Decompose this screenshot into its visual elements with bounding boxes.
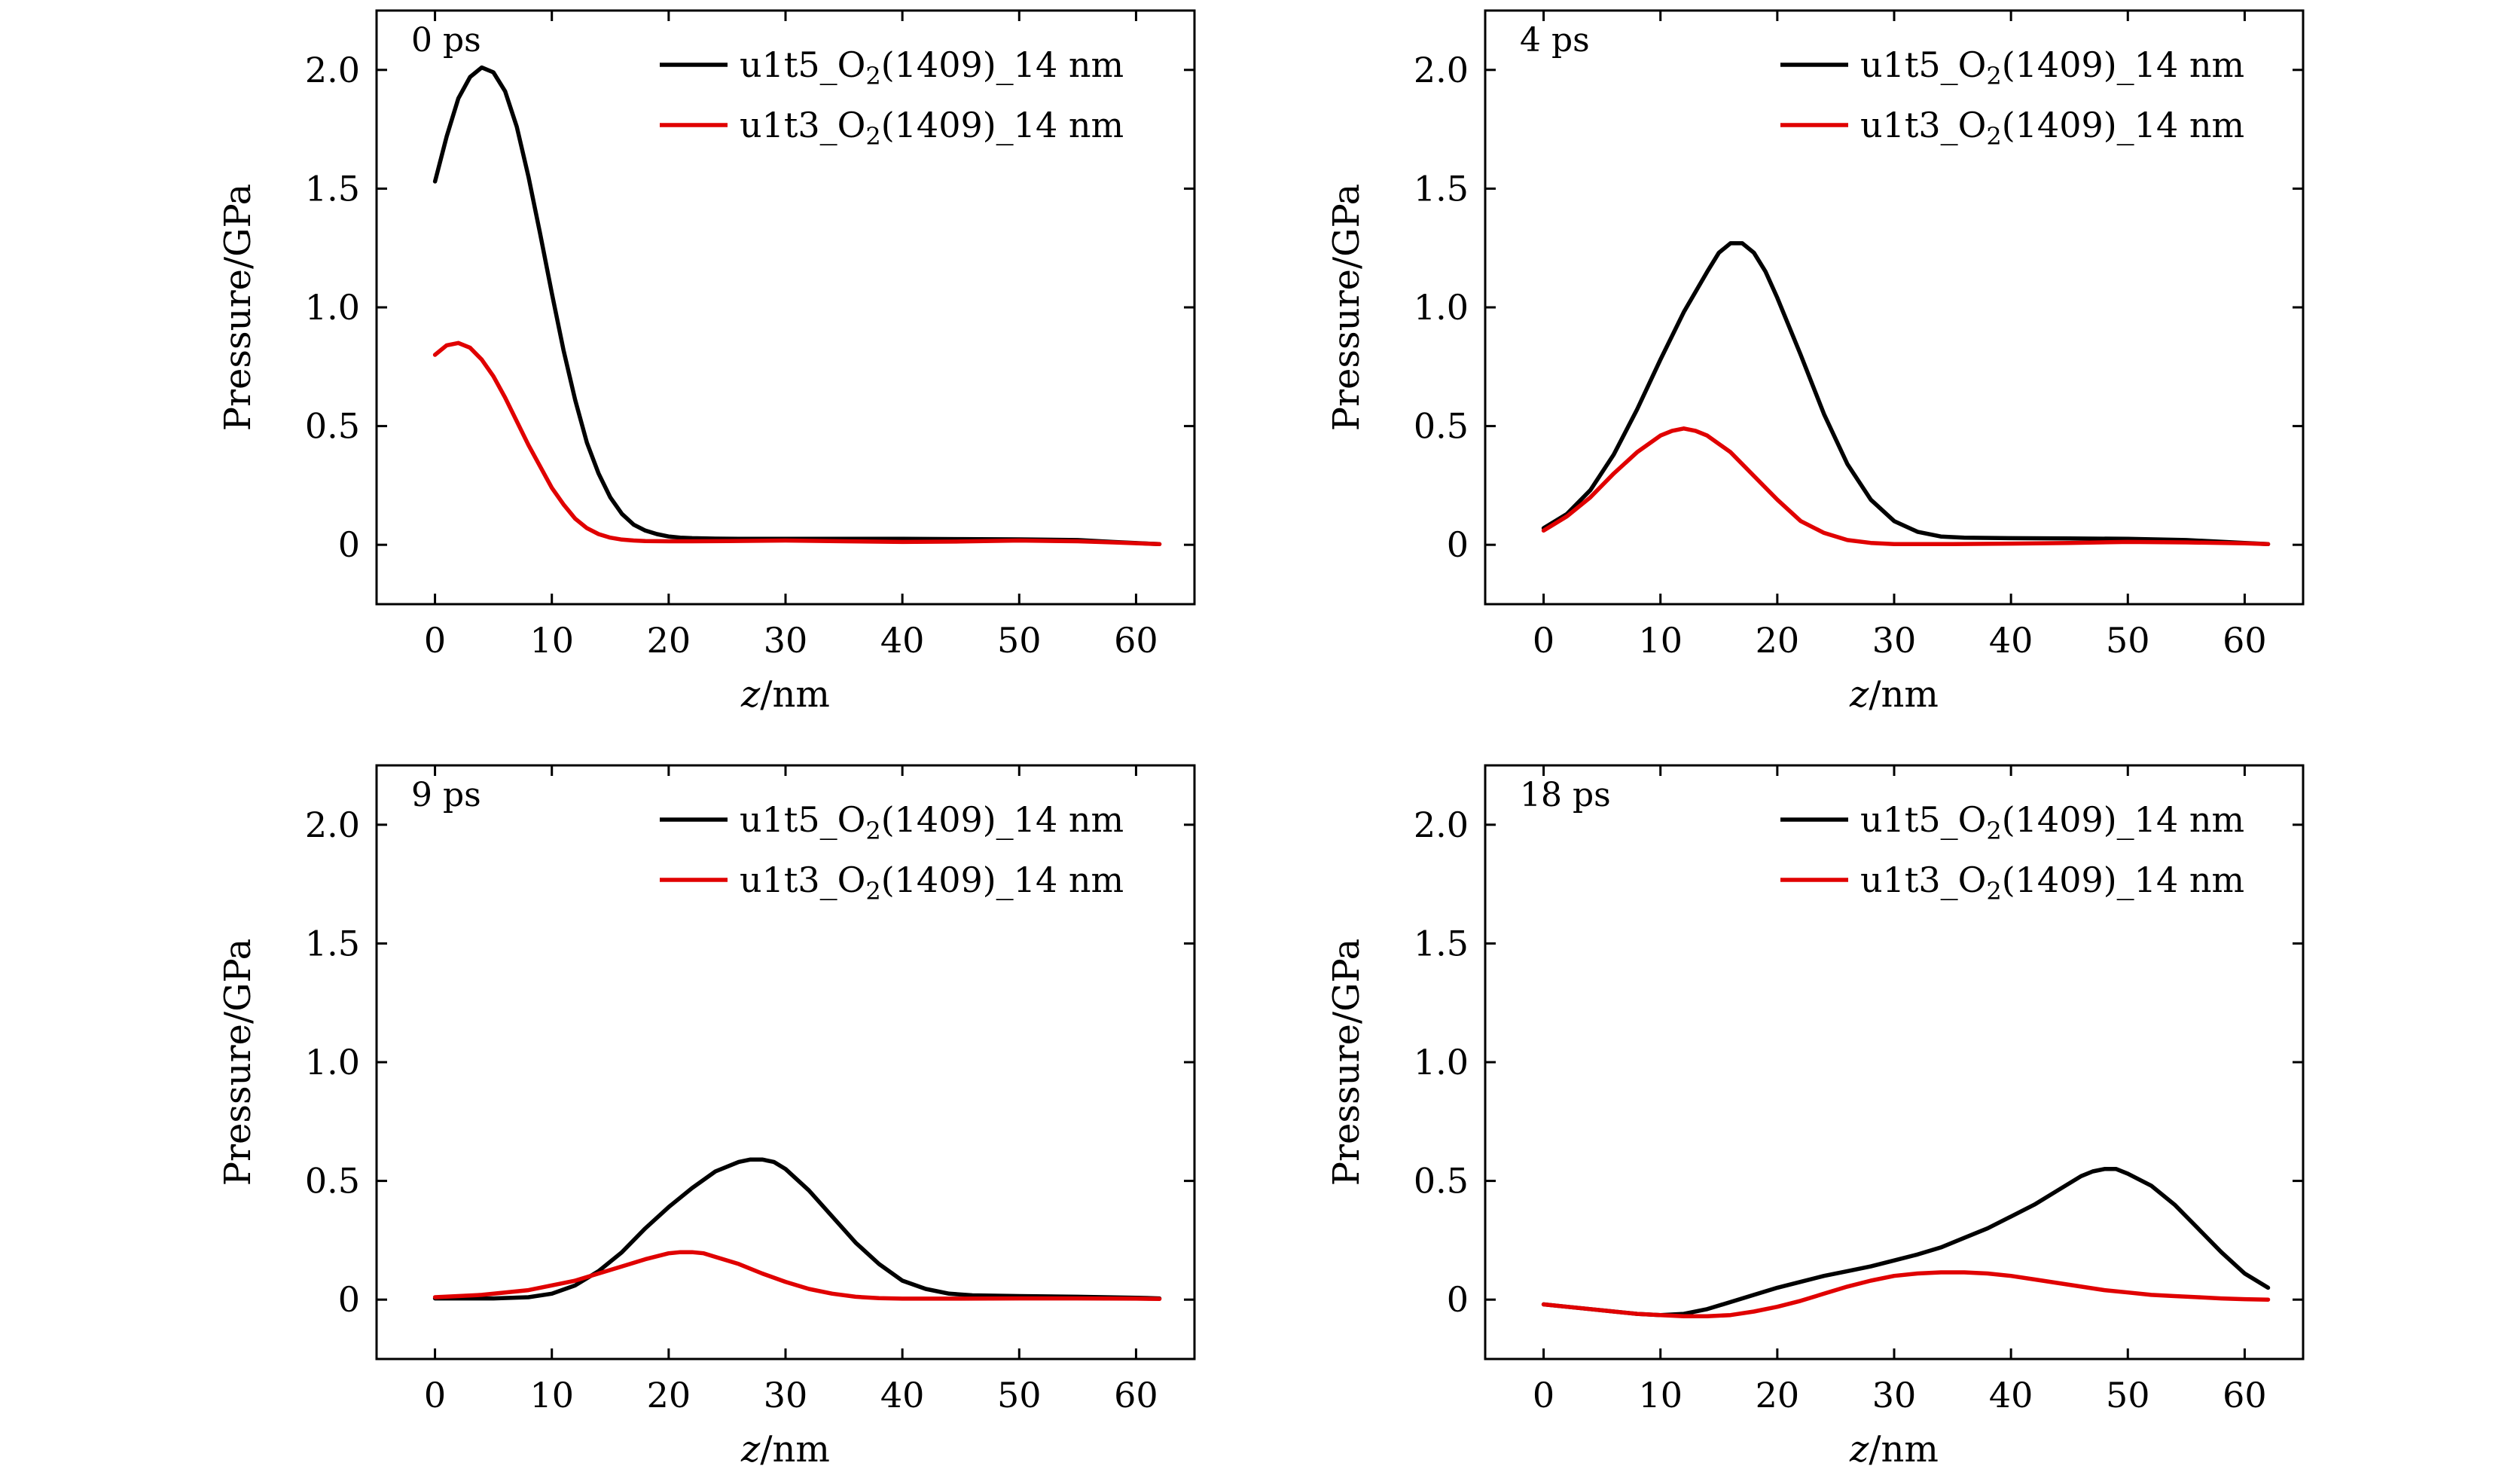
y-tick-label: 1.0 (305, 1042, 360, 1083)
y-tick-label: 0.5 (1414, 406, 1469, 447)
series-line-u1t5 (432, 1157, 1162, 1301)
chart-panel-1: 0 10 20 30 40 50 60 0 0.5 1.0 1.5 2.0 z/nm Pressure/G… (217, 9, 1196, 716)
x-tick-label: 30 (764, 620, 808, 661)
x-tick-label: 20 (647, 620, 691, 661)
y-tick-label: 0 (338, 524, 360, 565)
y-tick-label: 0.5 (305, 1161, 360, 1202)
series-line-u1t5 (432, 65, 1162, 547)
y-tick-label: 2.0 (1414, 805, 1469, 845)
legend-label: u1t3_O2(1409)_14 nm (740, 860, 1124, 905)
x-tick-label: 50 (997, 1375, 1042, 1415)
legend-label: u1t5_O2(1409)_14 nm (1860, 799, 2244, 845)
y-tick-label: 1.5 (305, 168, 360, 209)
x-tick-label: 0 (424, 1375, 446, 1415)
x-axis-title: z/nm (740, 1428, 830, 1470)
legend-label: u1t5_O2(1409)_14 nm (740, 799, 1124, 845)
y-tick-label: 2.0 (305, 805, 360, 845)
x-tick-label: 60 (1114, 1375, 1158, 1415)
x-tick-label: 40 (880, 620, 925, 661)
series-line-u1t3 (1541, 1270, 2271, 1319)
y-tick-label: 1.5 (305, 923, 360, 963)
x-tick-label: 10 (1638, 1375, 1683, 1415)
legend-label: u1t5_O2(1409)_14 nm (740, 44, 1124, 90)
y-axis-title: Pressure/GPa (217, 184, 259, 431)
series-line-u1t3 (432, 341, 1162, 547)
x-tick-label: 40 (880, 1375, 925, 1415)
chart-panel-2: 0 10 20 30 40 50 60 0 0.5 1.0 1.5 2.0 z/nm Pressure/G… (1326, 9, 2305, 716)
y-tick-label: 0.5 (305, 406, 360, 447)
chart-panel-4: 0 10 20 30 40 50 60 0 0.5 1.0 1.5 2.0 z/nm Pressure/G… (1326, 764, 2305, 1470)
x-tick-label: 0 (1533, 620, 1554, 661)
x-tick-label: 60 (1114, 620, 1158, 661)
series-line-u1t5 (1541, 241, 2271, 547)
y-tick-label: 1.0 (305, 287, 360, 328)
x-tick-label: 0 (424, 620, 446, 661)
plot-frame (1484, 764, 2305, 1360)
y-tick-label: 1.5 (1414, 923, 1469, 963)
y-tick-label: 0 (1447, 1279, 1469, 1320)
y-axis-title: Pressure/GPa (1326, 184, 1368, 431)
x-tick-label: 40 (1989, 1375, 2033, 1415)
y-axis-title: Pressure/GPa (217, 939, 259, 1186)
y-tick-label: 2.0 (1414, 50, 1469, 90)
plot-frame (375, 764, 1196, 1360)
legend-label: u1t3_O2(1409)_14 nm (1860, 105, 2244, 151)
y-tick-label: 2.0 (305, 50, 360, 90)
y-tick-label: 0 (1447, 524, 1469, 565)
x-tick-label: 50 (997, 620, 1042, 661)
y-tick-label: 1.0 (1414, 287, 1469, 328)
x-tick-label: 30 (1872, 620, 1917, 661)
panel-time-label: 0 ps (411, 21, 481, 60)
legend-label: u1t5_O2(1409)_14 nm (1860, 44, 2244, 90)
series-line-u1t5 (1541, 1167, 2271, 1318)
x-tick-label: 10 (529, 620, 574, 661)
y-tick-label: 0.5 (1414, 1161, 1469, 1202)
x-tick-label: 10 (529, 1375, 574, 1415)
x-tick-label: 10 (1638, 620, 1683, 661)
x-tick-label: 60 (2223, 1375, 2267, 1415)
x-tick-label: 60 (2223, 620, 2267, 661)
plot-frame (375, 9, 1196, 606)
x-axis-title: z/nm (740, 673, 830, 716)
legend-label: u1t3_O2(1409)_14 nm (1860, 860, 2244, 905)
series-line-u1t3 (432, 1250, 1162, 1302)
y-tick-label: 1.5 (1414, 168, 1469, 209)
x-axis-title: z/nm (1849, 673, 1939, 716)
panel-time-label: 9 ps (411, 776, 481, 814)
x-tick-label: 50 (2106, 1375, 2150, 1415)
x-tick-label: 30 (1872, 1375, 1917, 1415)
x-tick-label: 20 (1756, 620, 1800, 661)
panel-time-label: 4 ps (1520, 21, 1590, 60)
x-tick-label: 40 (1989, 620, 2033, 661)
x-axis-title: z/nm (1849, 1428, 1939, 1470)
panel-time-label: 18 ps (1520, 776, 1611, 814)
chart-panel-3: 0 10 20 30 40 50 60 0 0.5 1.0 1.5 2.0 z/nm Pressure/G… (217, 764, 1196, 1470)
series-line-u1t3 (1541, 426, 2271, 547)
x-tick-label: 20 (1756, 1375, 1800, 1415)
y-tick-label: 0 (338, 1279, 360, 1320)
x-tick-label: 0 (1533, 1375, 1554, 1415)
legend-label: u1t3_O2(1409)_14 nm (740, 105, 1124, 151)
plot-frame (1484, 9, 2305, 606)
x-tick-label: 50 (2106, 620, 2150, 661)
y-tick-label: 1.0 (1414, 1042, 1469, 1083)
x-tick-label: 20 (647, 1375, 691, 1415)
y-axis-title: Pressure/GPa (1326, 939, 1368, 1186)
x-tick-label: 30 (764, 1375, 808, 1415)
